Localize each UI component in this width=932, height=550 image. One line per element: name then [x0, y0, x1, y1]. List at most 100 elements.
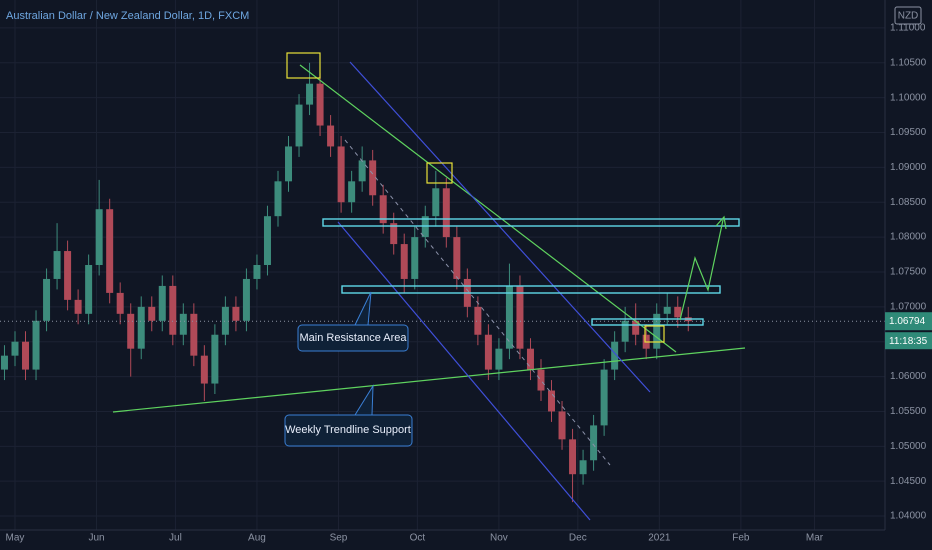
x-tick-label: Oct [410, 533, 426, 544]
last-price-tag [885, 312, 932, 331]
y-tick-label: 1.07500 [890, 267, 927, 278]
candle-body [579, 460, 587, 475]
candle-body [179, 313, 187, 335]
candle-layer [0, 62, 885, 503]
y-tick-label: 1.05500 [890, 406, 927, 417]
candle-body [526, 348, 534, 370]
x-tick-label: Mar [806, 533, 824, 544]
candle-body [379, 195, 387, 224]
y-tick-label: 1.10500 [890, 57, 927, 68]
candle-body [390, 223, 398, 245]
drawings [112, 52, 746, 521]
candle-body [306, 83, 314, 105]
candle-body [600, 369, 608, 426]
last-price-label: 1.06794 [889, 316, 926, 327]
candle-body [621, 320, 629, 342]
candle-body [295, 104, 303, 147]
price-axis-bg [885, 0, 932, 550]
resistance-zone [341, 285, 721, 294]
candle-body [127, 313, 135, 349]
candle-body [558, 411, 566, 440]
x-tick-label: Dec [569, 533, 587, 544]
candle-body [327, 125, 335, 147]
callout-pointer [354, 384, 374, 416]
projection-arrow [679, 219, 724, 321]
candle-body [22, 341, 30, 370]
candle-body [505, 285, 513, 349]
callout-text: Weekly Trendline Support [285, 424, 411, 436]
callout-text: Main Resistance Area [300, 332, 408, 344]
candle-body [274, 181, 282, 217]
candle-body [653, 313, 661, 349]
candle-body [95, 209, 103, 265]
candle-body [11, 341, 19, 356]
y-tick-label: 1.08000 [890, 232, 927, 243]
candle-body [148, 306, 156, 321]
currency[interactable]: NZD [898, 11, 919, 22]
highlight-box [644, 325, 665, 343]
x-tick-label: Nov [490, 533, 508, 544]
highlight-box [286, 52, 321, 79]
x-tick-label: Feb [732, 533, 750, 544]
candle-body [611, 341, 619, 370]
candle-body [211, 334, 219, 384]
candle-body [43, 278, 51, 321]
arrow-head [715, 215, 727, 230]
y-tick-label: 1.11000 [890, 23, 926, 34]
candle-body [221, 306, 229, 335]
candle-body [253, 265, 261, 279]
y-tick-label: 1.07000 [890, 301, 927, 312]
candle-body [358, 160, 366, 182]
candle-body [348, 181, 356, 203]
candle-body [400, 244, 408, 279]
candle-body [548, 390, 556, 412]
highlight-box [426, 162, 453, 184]
candle-body [516, 285, 524, 349]
channel-mid [344, 139, 611, 466]
candle-body [369, 160, 377, 196]
x-tick-label: Sep [330, 533, 348, 544]
y-tick-label: 1.05000 [890, 441, 927, 452]
candle-body [590, 425, 598, 461]
trendline-support [112, 347, 746, 413]
candle-body [674, 306, 682, 318]
candle-body [263, 216, 271, 265]
candle-body [106, 209, 114, 293]
trendline-resistance [299, 64, 677, 353]
currency-button[interactable] [894, 6, 922, 25]
x-tick-label: Jul [169, 533, 182, 544]
countdown: 11:18:35 [889, 336, 928, 347]
candle-body [190, 313, 198, 356]
candle-body [232, 306, 240, 321]
candle-body [411, 237, 419, 279]
resistance-zone [591, 318, 704, 326]
candle-body [474, 306, 482, 335]
candle-body [663, 306, 671, 314]
callout-box [297, 324, 409, 352]
grid-layer [0, 0, 885, 530]
candle-body [0, 355, 8, 370]
x-tick-label: 2021 [648, 533, 671, 544]
candle-body [74, 299, 82, 314]
y-tick-label: 1.09500 [890, 127, 927, 138]
countdown-tag [885, 332, 932, 350]
candle-body [85, 265, 93, 314]
callout-box [284, 414, 413, 447]
candle-body [53, 251, 61, 279]
candle-body [64, 251, 72, 300]
channel-line [337, 221, 591, 521]
x-tick-label: Jun [88, 533, 104, 544]
candle-body [337, 146, 345, 203]
candle-body [453, 237, 461, 279]
y-tick-label: 1.09000 [890, 162, 927, 173]
candle-body [116, 292, 124, 314]
x-tick-label: May [6, 533, 25, 544]
x-tick-label: Aug [248, 533, 266, 544]
resistance-zone [322, 218, 740, 227]
candle-body [495, 348, 503, 370]
candle-body [484, 334, 492, 370]
y-tick-label: 1.06000 [890, 371, 927, 382]
y-tick-label: 1.04000 [890, 511, 927, 522]
y-tick-label: 1.08500 [890, 197, 927, 208]
